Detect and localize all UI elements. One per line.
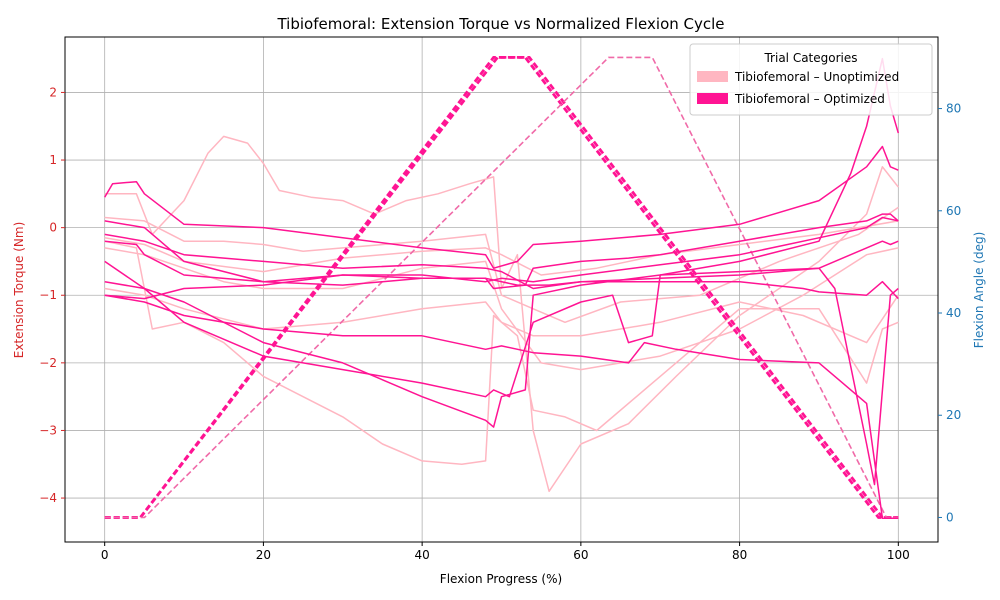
x-axis: 0 20 40 60 80 100 [101,542,910,562]
x-tick-label-4: 80 [732,548,747,562]
legend-swatch-unoptimized [697,71,728,82]
legend-title: Trial Categories [763,51,857,65]
yl-tick-label-1: −3 [39,423,57,437]
yr-tick-label-0: 0 [946,510,954,524]
legend: Trial Categories Tibiofemoral – Unoptimi… [689,43,933,116]
torque-line-optimized-9 [104,294,899,520]
legend-label-optimized: Tibiofemoral – Optimized [734,92,885,106]
yr-tick-label-3: 60 [946,204,961,218]
yl-tick-label-0: −4 [39,491,57,505]
legend-swatch-optimized [697,93,728,104]
yr-tick-label-1: 20 [946,408,961,422]
legend-box [689,43,933,116]
right-y-axis: 0 20 40 60 80 [938,102,961,524]
torque-line-unoptimized-5 [104,220,899,276]
yr-tick-label-4: 80 [946,102,961,116]
x-tick-label-0: 0 [101,548,109,562]
torque-line-optimized-8 [104,216,899,283]
yl-tick-label-6: 2 [49,85,57,99]
torque-line-optimized-6 [104,145,899,269]
plot-area-frame [64,36,939,543]
legend-label-unoptimized: Tibiofemoral – Unoptimized [734,70,899,84]
torque-line-unoptimized-2 [104,206,899,324]
x-tick-label-5: 100 [887,548,910,562]
left-y-axis: −4 −3 −2 −1 0 1 2 [39,85,65,505]
yl-tick-label-4: 0 [49,221,57,235]
torque-line-unoptimized-1 [104,240,899,466]
torque-line-unoptimized-0 [104,135,899,493]
x-tick-label-1: 20 [256,548,271,562]
left-y-axis-label: Extension Torque (Nm) [12,222,26,359]
yr-tick-label-2: 40 [946,306,961,320]
x-tick-label-2: 40 [414,548,429,562]
torque-line-optimized-13 [104,274,899,300]
chart-title: Tibiofemoral: Extension Torque vs Normal… [276,15,724,33]
torque-line-optimized-10 [104,267,899,486]
yl-tick-label-5: 1 [49,153,57,167]
angle-line-unoptimized-2 [104,56,899,519]
torque-line-optimized-12 [104,233,899,290]
series-layer [104,56,900,520]
yl-tick-label-3: −1 [39,288,57,302]
right-y-axis-label: Flexion Angle (deg) [972,232,986,349]
torque-line-unoptimized-3 [104,247,899,371]
x-tick-label-3: 60 [573,548,588,562]
x-axis-label: Flexion Progress (%) [440,572,562,586]
yl-tick-label-2: −2 [39,356,57,370]
